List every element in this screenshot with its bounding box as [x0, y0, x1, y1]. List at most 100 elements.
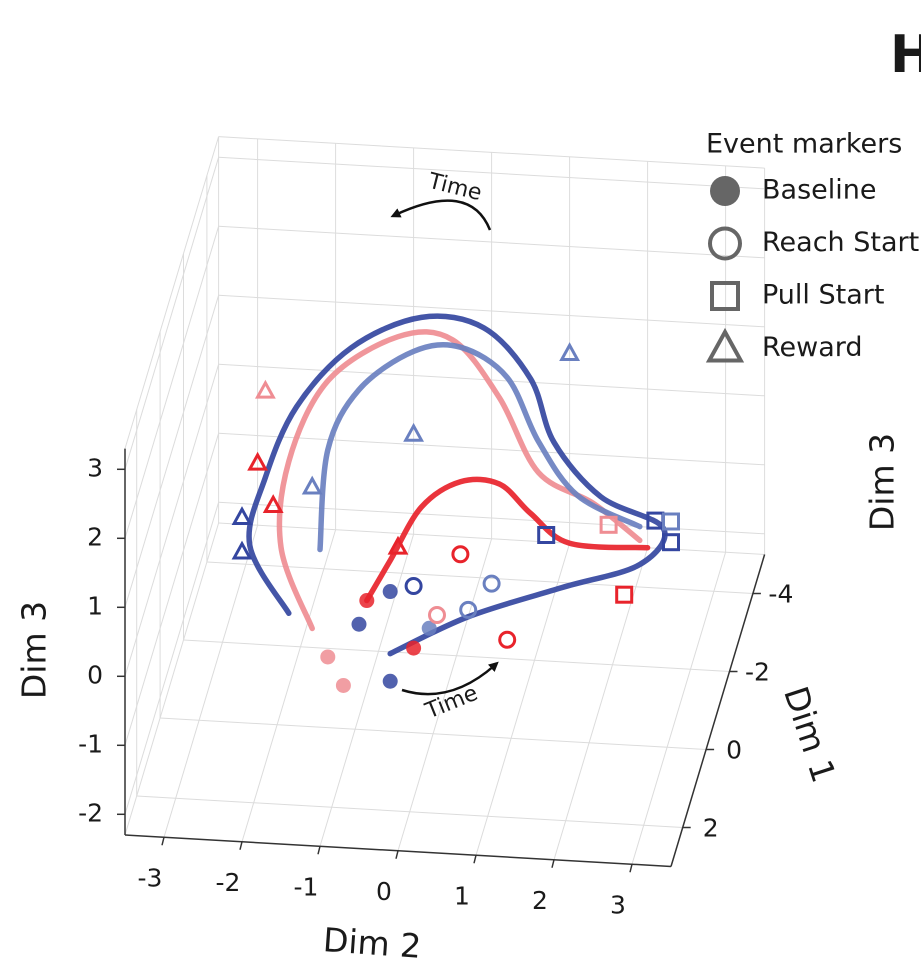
marker	[351, 616, 367, 632]
marker	[387, 535, 409, 555]
y-tick-label: 2	[703, 814, 719, 843]
grid-line	[160, 717, 707, 750]
marker	[231, 506, 253, 525]
marker	[559, 342, 581, 361]
marker	[320, 649, 336, 665]
x-tick-label: 3	[610, 890, 626, 919]
grid-line	[163, 525, 259, 838]
legend-label: Reward	[762, 332, 863, 363]
grid-line	[241, 529, 337, 842]
x-tick	[395, 850, 399, 859]
marker	[231, 540, 253, 560]
x-tick-label: -3	[138, 863, 163, 892]
trajectory	[276, 329, 643, 632]
x-tick	[629, 864, 633, 873]
marker	[335, 677, 351, 693]
trajectory	[246, 313, 668, 657]
legend-symbol	[705, 327, 745, 363]
marker	[498, 630, 517, 649]
marker	[382, 584, 398, 600]
x-axis-title: Dim 2	[322, 920, 423, 966]
grid-line	[397, 538, 493, 851]
trajectory-layer	[246, 313, 668, 657]
marker	[537, 526, 556, 544]
grid-line	[218, 225, 765, 259]
time-arrow	[390, 199, 492, 231]
legend-symbol	[710, 281, 740, 311]
y-tick-label: -4	[768, 580, 793, 609]
trajectory	[317, 342, 643, 553]
y-axis	[670, 554, 766, 867]
x-tick-label: 2	[532, 886, 548, 915]
wall-edge	[124, 136, 220, 449]
grid-line	[124, 502, 220, 815]
marker	[359, 593, 375, 609]
x-tick-label: 1	[454, 881, 470, 910]
grid-line	[183, 639, 730, 672]
x-tick	[161, 837, 165, 846]
marker	[662, 512, 680, 531]
marker	[421, 620, 437, 636]
grid-line	[124, 157, 220, 470]
legend-symbol	[710, 176, 740, 206]
neighbor-axis-title: Dim 3	[863, 433, 902, 531]
grid-line	[631, 552, 727, 865]
grid-line	[218, 363, 765, 397]
time-arrow	[401, 661, 499, 696]
marker	[247, 451, 269, 471]
marker-layer	[231, 342, 680, 693]
z-tick-label: 1	[87, 591, 103, 620]
marker	[482, 574, 501, 593]
grid-line	[124, 226, 220, 539]
x-tick	[239, 841, 243, 850]
marker	[254, 379, 276, 399]
wall-edge	[124, 522, 220, 836]
marker	[615, 585, 634, 604]
grid-line	[319, 534, 415, 847]
x-tick	[317, 846, 321, 855]
marker	[428, 605, 446, 624]
marker	[404, 577, 423, 595]
y-tick-label: -2	[745, 658, 770, 687]
legend-title: Event markers	[706, 129, 902, 160]
grid-line	[218, 156, 765, 190]
grid-line	[124, 433, 220, 746]
x-tick	[473, 855, 477, 864]
grid-line	[475, 543, 571, 856]
annotation-layer: H Dim 3 Dim 2 Dim 1 Dim 3 Event markers B…	[15, 25, 921, 966]
grid-layer: -3 -2 -1 0 1 2 3 -4 -2 0 2 -2 -1 0 1 2 3	[78, 136, 793, 919]
z-tick-label: 2	[87, 522, 103, 551]
marker	[599, 515, 618, 534]
marker	[301, 475, 323, 495]
marker	[451, 545, 470, 564]
time-annotation: Time	[421, 681, 481, 725]
z-tick-label: 0	[87, 660, 103, 689]
grid-line	[124, 295, 220, 608]
trajectory	[364, 476, 651, 604]
z-axis-title: Dim 3	[15, 601, 54, 699]
grid-line	[218, 432, 765, 466]
x-tick-label: -1	[294, 872, 319, 901]
marker	[382, 673, 398, 689]
x-tick-label: -2	[216, 868, 241, 897]
marker	[262, 494, 284, 513]
y-tick-label: 0	[726, 736, 742, 765]
grid-line	[124, 364, 220, 677]
z-tick-label: -1	[78, 729, 103, 758]
y-axis-title: Dim 1	[776, 682, 843, 787]
marker	[459, 600, 478, 619]
grid-line	[136, 795, 683, 828]
legend-label: Pull Start	[762, 280, 884, 311]
panel-label: H	[890, 25, 921, 85]
legend-label: Baseline	[762, 175, 876, 206]
x-tick-label: 0	[376, 877, 392, 906]
grid-line	[218, 294, 765, 328]
legend-label: Reach Start	[762, 227, 919, 258]
grid-line	[206, 561, 753, 594]
grid-line	[553, 547, 649, 860]
legend-symbol	[708, 226, 742, 261]
z-tick-label: 3	[87, 453, 103, 482]
marker	[662, 533, 680, 552]
z-tick-label: -2	[78, 798, 103, 827]
